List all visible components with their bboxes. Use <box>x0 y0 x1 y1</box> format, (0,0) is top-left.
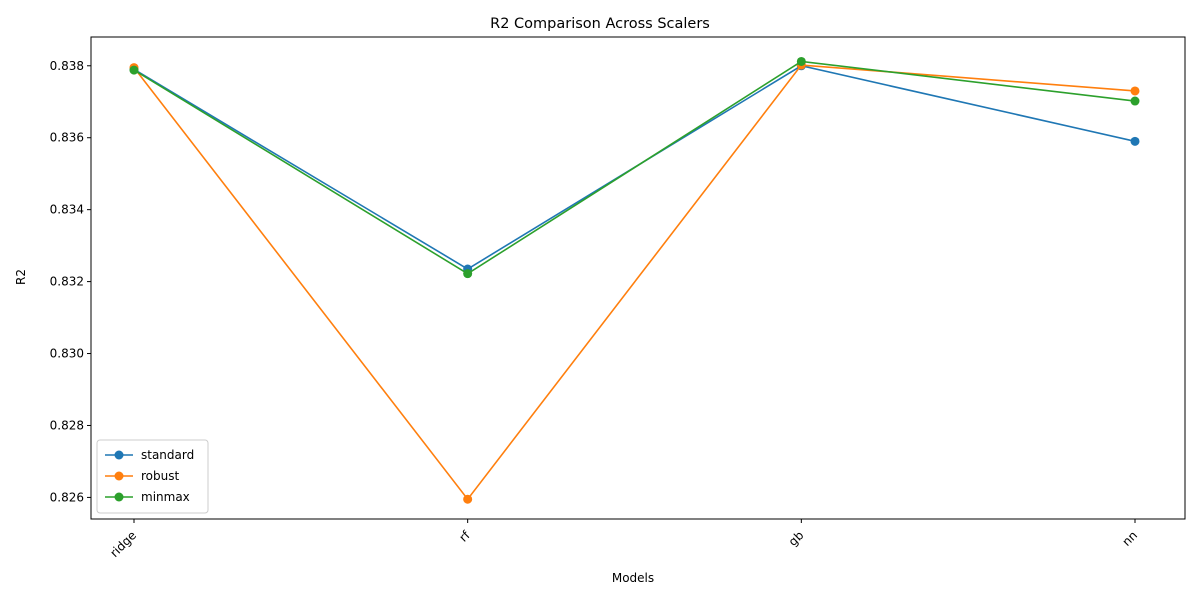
y-axis-label: R2 <box>14 269 28 285</box>
y-tick-label: 0.826 <box>50 490 84 504</box>
x-tick-label: nn <box>1119 528 1140 549</box>
y-tick-label: 0.836 <box>50 131 84 145</box>
series-minmax <box>129 56 1140 279</box>
data-point <box>1130 96 1140 106</box>
y-tick-label: 0.838 <box>50 59 84 73</box>
series-line <box>133 60 1136 275</box>
x-tick-label: ridge <box>107 528 139 560</box>
x-tick-label: gb <box>786 528 807 549</box>
legend-label: robust <box>141 469 179 483</box>
legend-label: minmax <box>141 490 190 504</box>
y-tick-label: 0.834 <box>50 203 84 217</box>
y-tick-label: 0.830 <box>50 347 84 361</box>
x-axis: ridge rf gb nn <box>107 519 1140 560</box>
data-point <box>463 494 473 504</box>
y-axis: 0.826 0.828 0.830 0.832 0.834 0.836 0.838 <box>50 59 91 504</box>
x-axis-label: Models <box>612 571 654 585</box>
y-tick-label: 0.828 <box>50 418 84 432</box>
series-robust <box>129 60 1140 504</box>
data-point <box>1130 86 1140 96</box>
legend-swatch-marker <box>114 471 124 481</box>
data-point <box>1130 136 1140 146</box>
chart-title: R2 Comparison Across Scalers <box>490 16 710 32</box>
legend-box <box>96 439 209 514</box>
series-group <box>129 56 1140 504</box>
legend-item-standard: standard <box>105 448 194 462</box>
legend-item-robust: robust <box>105 469 179 483</box>
legend-item-minmax: minmax <box>105 490 190 504</box>
legend-swatch-marker <box>114 450 124 460</box>
data-point <box>796 56 806 66</box>
legend: standard robust minmax <box>96 439 209 514</box>
legend-swatch-marker <box>114 492 124 502</box>
data-point <box>129 65 139 75</box>
data-point <box>463 269 473 279</box>
legend-label: standard <box>141 448 194 462</box>
series-line <box>133 64 1136 501</box>
y-tick-label: 0.832 <box>50 275 84 289</box>
plot-frame <box>90 36 1186 520</box>
x-tick-label: rf <box>456 528 473 545</box>
